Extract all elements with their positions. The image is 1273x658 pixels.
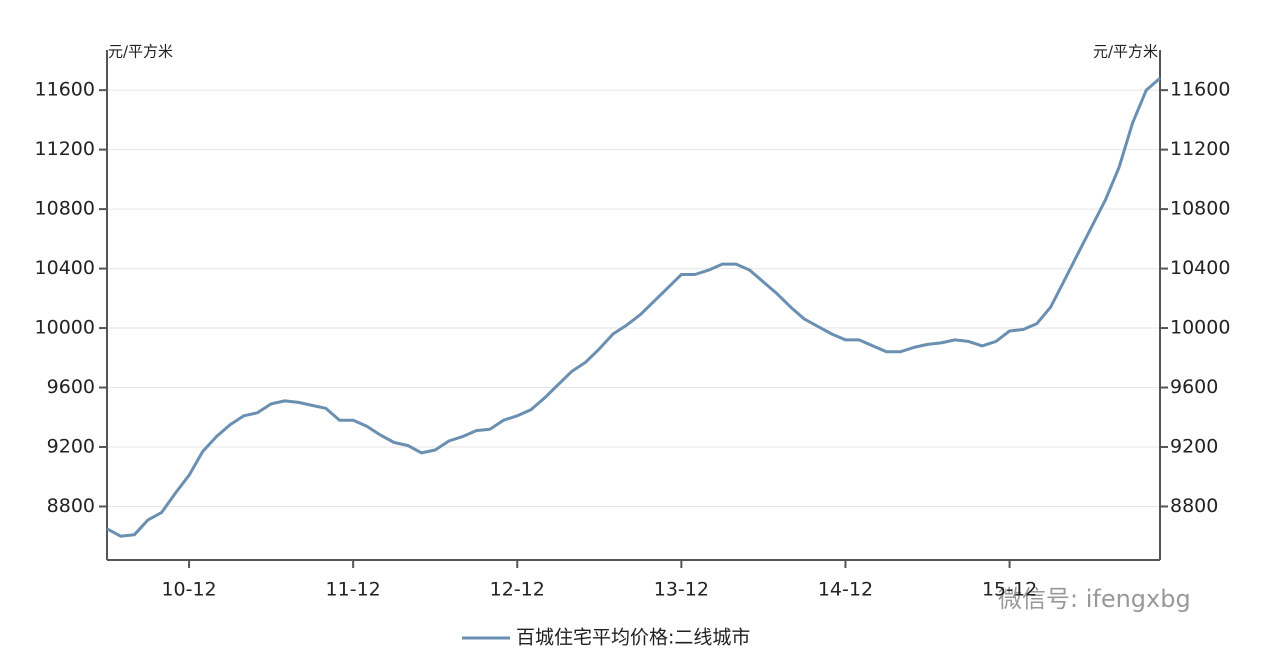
y-tick-label: 10800: [35, 198, 95, 220]
legend-label: 百城住宅平均价格:二线城市: [516, 627, 750, 649]
y-tick-label: 11600: [35, 79, 95, 101]
y2-tick-label: 8800: [1170, 495, 1218, 517]
y2-tick-label: 9600: [1170, 376, 1218, 398]
y-tick-label: 10400: [35, 257, 95, 279]
x-tick-label: 15-12: [982, 579, 1037, 601]
y-tick-label: 9200: [47, 435, 95, 457]
x-tick-label: 11-12: [326, 579, 381, 601]
y2-tick-label: 11600: [1170, 79, 1230, 101]
x-tick-label: 14-12: [818, 579, 873, 601]
y-unit: 元/平方米: [108, 43, 173, 61]
x-tick-label: 10-12: [161, 579, 216, 601]
y2-tick-label: 10800: [1170, 198, 1230, 220]
line: [106, 77, 1161, 538]
y-tick-label: 9600: [47, 376, 95, 398]
y-tick-label: 10000: [35, 317, 95, 339]
y2-tick-label: 11200: [1170, 138, 1230, 160]
y2-unit: 元/平方米: [1093, 43, 1158, 61]
watermark: 微信号: ifengxbg: [998, 585, 1191, 613]
y-tick-label: 8800: [47, 495, 95, 517]
y2-tick-label: 9200: [1170, 435, 1218, 457]
y2-tick-label: 10400: [1170, 257, 1230, 279]
x-tick-label: 12-12: [490, 579, 545, 601]
x-tick-label: 13-12: [654, 579, 709, 601]
y-tick-label: 11200: [35, 138, 95, 160]
y2-tick-label: 10000: [1170, 317, 1230, 339]
